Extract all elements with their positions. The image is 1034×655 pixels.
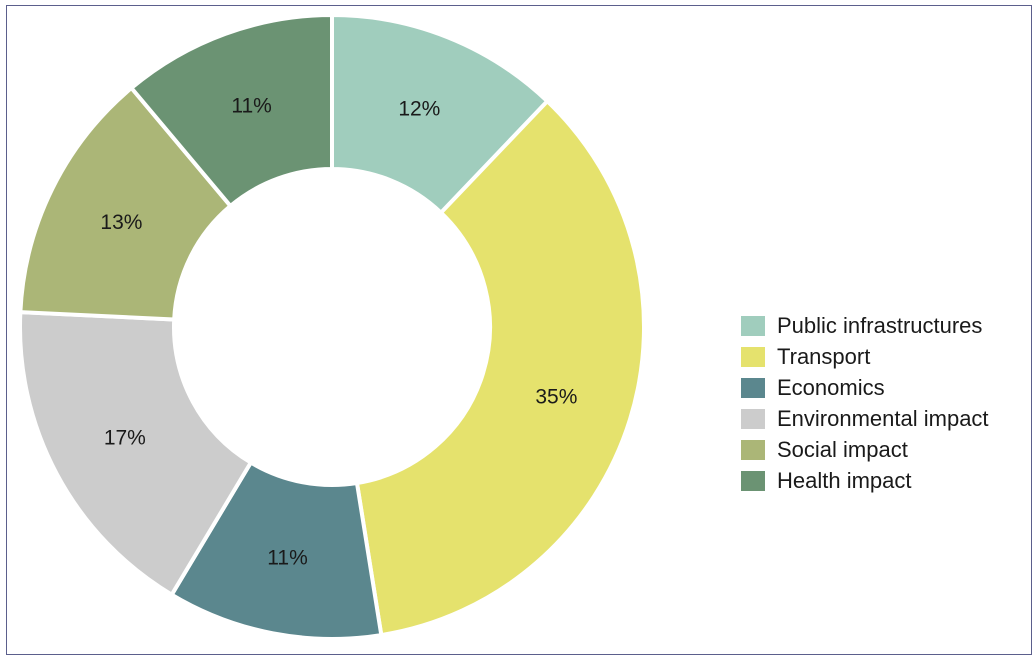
data-label-transport: 35% (535, 385, 577, 408)
data-label-social-impact: 13% (100, 211, 142, 234)
legend-label: Health impact (777, 468, 912, 493)
data-label-economics: 11% (267, 546, 307, 569)
legend-item: Economics (741, 372, 989, 403)
legend-item: Public infrastructures (741, 310, 989, 341)
legend-swatch (741, 470, 765, 491)
data-label-public-infrastructures: 12% (398, 97, 440, 120)
legend-item: Environmental impact (741, 403, 989, 434)
legend-label: Transport (777, 344, 871, 369)
legend-item: Transport (741, 341, 989, 372)
legend-item: Social impact (741, 434, 989, 465)
legend-swatch (741, 408, 765, 429)
legend-label: Economics (777, 375, 885, 400)
donut-slice-transport (354, 98, 646, 638)
donut-slice-public-infrastructures (330, 12, 551, 216)
donut-slices (18, 12, 646, 641)
legend-label: Social impact (777, 437, 908, 462)
data-label-environmental-impact: 17% (104, 426, 146, 449)
legend-swatch (741, 439, 765, 460)
donut-data-labels: 12% 35% 11% 17% 13% 11% (100, 95, 577, 570)
legend-item: Health impact (741, 465, 989, 496)
legend-label: Public infrastructures (777, 313, 983, 338)
legend-swatch (741, 346, 765, 367)
legend-swatch (741, 377, 765, 398)
donut-slice-health-impact (128, 12, 334, 209)
legend-swatch (741, 315, 765, 336)
donut-slice-environmental-impact (18, 310, 254, 598)
legend: Public infrastructures Transport Economics… (741, 310, 989, 496)
legend-label: Environmental impact (777, 406, 989, 431)
data-label-health-impact: 11% (231, 95, 271, 118)
